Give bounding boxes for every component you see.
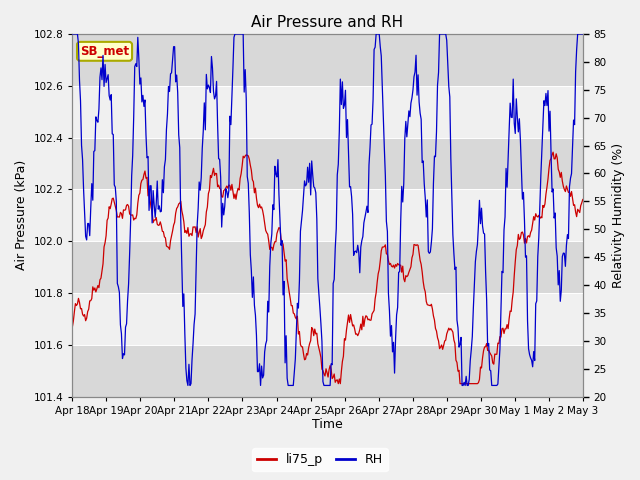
li75_p — [346, 320, 353, 325]
li75_p — [569, 195, 577, 201]
RH — [346, 184, 353, 190]
li75_p — [579, 197, 587, 203]
X-axis label: Time: Time — [312, 419, 343, 432]
Bar — [72, 138, 583, 190]
Line: RH: RH — [72, 34, 583, 385]
RH — [68, 31, 76, 37]
Bar — [72, 345, 583, 396]
RH — [184, 383, 192, 388]
li75_p — [314, 341, 322, 347]
Bar — [72, 293, 583, 345]
li75_p — [68, 324, 76, 330]
li75_p — [373, 279, 381, 285]
RH — [312, 190, 319, 196]
Line: li75_p: li75_p — [72, 152, 583, 384]
li75_p — [311, 326, 319, 332]
Legend: li75_p, RH: li75_p, RH — [252, 448, 388, 471]
Bar — [72, 34, 583, 86]
Y-axis label: Relativity Humidity (%): Relativity Humidity (%) — [612, 143, 625, 288]
Y-axis label: Air Pressure (kPa): Air Pressure (kPa) — [15, 160, 28, 270]
Title: Air Pressure and RH: Air Pressure and RH — [252, 15, 404, 30]
Bar — [72, 241, 583, 293]
Bar — [72, 190, 583, 241]
li75_p — [488, 353, 495, 359]
Text: SB_met: SB_met — [80, 45, 129, 58]
RH — [488, 383, 495, 388]
li75_p — [549, 149, 557, 155]
RH — [373, 31, 381, 37]
RH — [315, 290, 323, 296]
RH — [579, 31, 587, 37]
RH — [568, 171, 575, 177]
Bar — [72, 86, 583, 138]
li75_p — [335, 381, 342, 386]
